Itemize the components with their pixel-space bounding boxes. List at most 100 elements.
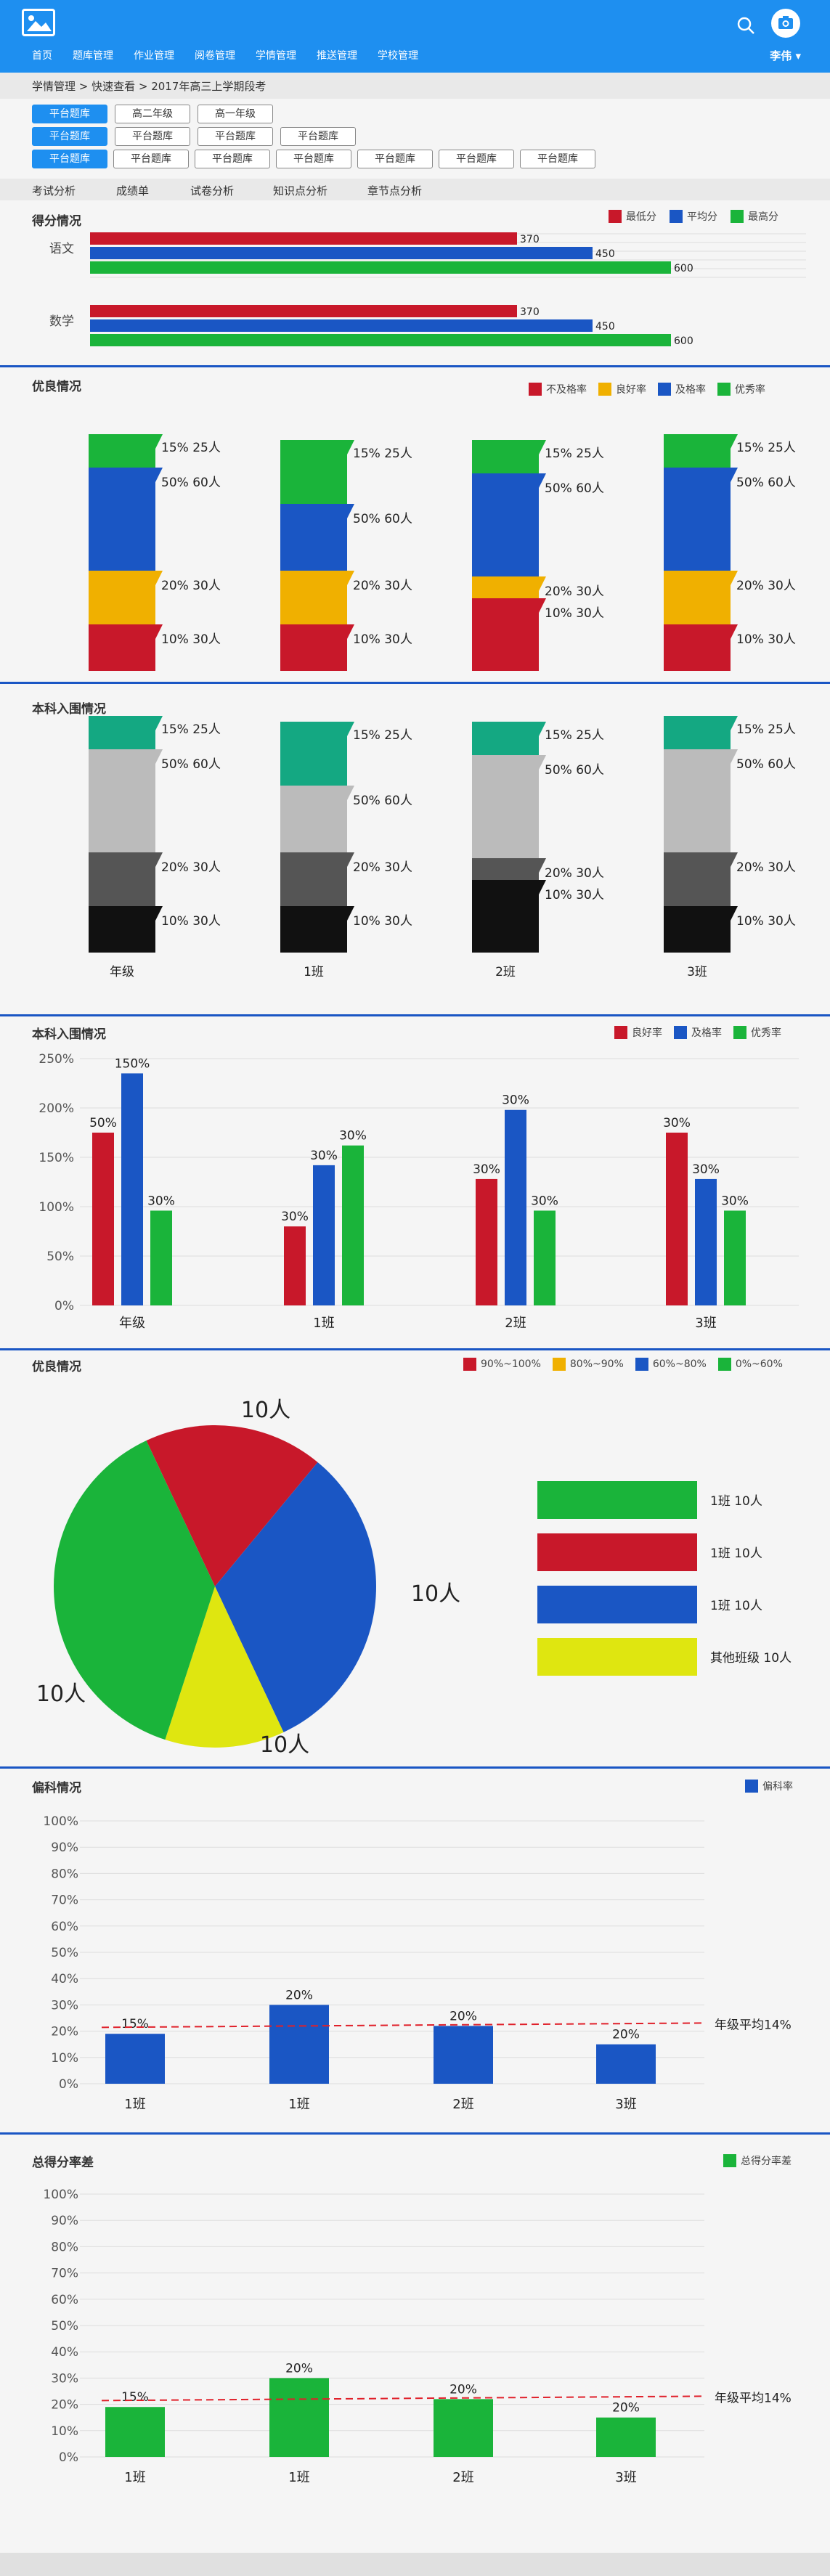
score-bar: [90, 232, 517, 245]
legend-swatch: [717, 1358, 731, 1371]
nav-homework[interactable]: 作业管理: [134, 50, 174, 62]
filter-chip[interactable]: 平台题库: [276, 150, 351, 168]
diff-bar-chart: 0% 10% 20% 30% 40% 50% 60% 70% 80% 90% 100% 15% 1班 20…: [43, 2188, 791, 2485]
filter-chip[interactable]: 平台题库: [32, 150, 107, 168]
stack-segment: [280, 722, 354, 786]
average-line: [101, 2395, 705, 2402]
stack-segment: [664, 624, 738, 671]
stack-label: 20% 30人: [545, 866, 604, 881]
tab-chapter-analysis[interactable]: 章节点分析: [367, 184, 423, 197]
y-tick: 0%: [59, 2450, 78, 2465]
stack-label: 10% 30人: [353, 632, 412, 647]
pie-slice: [215, 1462, 376, 1732]
y-tick: 70%: [51, 2267, 78, 2281]
tab-score-sheet[interactable]: 成绩单: [116, 184, 150, 197]
camera-icon[interactable]: [771, 9, 800, 38]
stack-segment: [472, 440, 546, 473]
subject-label: 数学: [49, 314, 74, 329]
category-label: 3班: [615, 2097, 636, 2112]
quality-section: 优良情况 不及格率 良好率 及格率 优秀率 10% 30人 20% 30人 50% …: [0, 367, 830, 684]
class-swatch: [537, 1638, 697, 1676]
filter-chip[interactable]: 平台题库: [32, 127, 107, 146]
category-label: 1班: [304, 965, 324, 979]
score-value: 600: [674, 335, 693, 347]
bar: [121, 1073, 143, 1305]
pie-slice: [53, 1440, 215, 1740]
score-value: 370: [520, 306, 540, 318]
stack-segment: [89, 716, 163, 749]
class-swatch: [537, 1586, 697, 1623]
nav-school[interactable]: 学校管理: [378, 50, 418, 62]
stack-label: 10% 30人: [161, 914, 221, 929]
filter-chip[interactable]: 平台题库: [115, 127, 190, 146]
bar-label: 15%: [121, 2017, 149, 2031]
y-tick: 10%: [51, 2051, 78, 2066]
enroll-bar-section: 本科入围情况 良好率 及格率 优秀率 0% 50% 100% 150% 200% 250%…: [0, 1016, 830, 1350]
bar: [434, 2026, 493, 2084]
y-tick: 0%: [54, 1299, 74, 1313]
y-tick: 40%: [51, 1972, 78, 1986]
nav-learning[interactable]: 学情管理: [256, 50, 296, 62]
y-tick: 20%: [51, 2398, 78, 2413]
filter-chip[interactable]: 平台题库: [280, 127, 356, 146]
section-title: 优良情况: [32, 380, 81, 394]
stack-segment: [472, 858, 546, 880]
stack-segment: [89, 852, 163, 906]
stack-label: 10% 30人: [353, 914, 412, 929]
stack-segment: [89, 571, 163, 624]
stack-segment: [280, 571, 354, 624]
bar: [505, 1109, 526, 1305]
filter-chip[interactable]: 平台题库: [439, 150, 514, 168]
bar: [596, 2417, 656, 2457]
stack-label: 15% 25人: [736, 441, 796, 455]
search-icon[interactable]: [735, 15, 757, 36]
bar: [105, 2034, 165, 2084]
logo-image-icon[interactable]: [22, 9, 55, 36]
category-label: 3班: [687, 965, 707, 979]
bar-label: 15%: [121, 2390, 149, 2405]
stack-label: 50% 60人: [161, 757, 221, 772]
stack-segment: [280, 624, 354, 671]
top-bar: 首页 题库管理 作业管理 阅卷管理 学情管理 推送管理 学校管理 李伟 ▾: [0, 0, 830, 73]
filter-chip[interactable]: 平台题库: [520, 150, 595, 168]
filter-chip[interactable]: 平台题库: [198, 127, 273, 146]
enroll-section: 本科入围情况 10% 30人 20% 30人 50% 60人 15% 25人 年级 10%…: [0, 684, 830, 1016]
category-label: 年级: [119, 1316, 145, 1331]
filter-chip[interactable]: 平台题库: [32, 105, 107, 123]
tab-paper-analysis[interactable]: 试卷分析: [190, 184, 235, 197]
bar: [313, 1165, 335, 1305]
class-swatch: [537, 1533, 697, 1571]
stack-segment: [472, 880, 546, 953]
y-tick: 100%: [43, 1814, 78, 1829]
enroll-bar-legend: 良好率 及格率 优秀率: [614, 1025, 781, 1040]
stack-segment: [280, 852, 354, 906]
pie-label: 10人: [36, 1682, 86, 1707]
stack-label: 20% 30人: [161, 579, 221, 593]
nav-question-bank[interactable]: 题库管理: [73, 50, 113, 62]
category-label: 1班: [313, 1316, 334, 1331]
stack-label: 15% 25人: [161, 441, 221, 455]
user-menu[interactable]: 李伟 ▾: [770, 49, 801, 62]
legend-swatch: [598, 383, 611, 396]
filter-chip[interactable]: 高一年级: [198, 105, 273, 123]
nav-push[interactable]: 推送管理: [317, 50, 357, 62]
filter-chip[interactable]: 平台题库: [195, 150, 270, 168]
legend-swatch: [731, 210, 744, 223]
filter-chip[interactable]: 平台题库: [113, 150, 189, 168]
filter-chip[interactable]: 平台题库: [357, 150, 433, 168]
bar-label: 30%: [339, 1129, 367, 1144]
bias-section: 偏科情况 偏科率 0% 10% 20% 30% 40% 50% 60% 70% 80% 90% 10…: [0, 1769, 830, 2135]
score-value: 450: [595, 321, 615, 333]
stack-label: 10% 30人: [161, 632, 221, 647]
filter-chip[interactable]: 高二年级: [115, 105, 190, 123]
pie-slice: [146, 1425, 318, 1586]
tab-exam-analysis[interactable]: 考试分析: [32, 184, 76, 197]
tab-knowledge-analysis[interactable]: 知识点分析: [273, 184, 328, 197]
category-label: 1班: [124, 2470, 145, 2485]
category-label: 3班: [695, 1316, 716, 1331]
nav-home[interactable]: 首页: [32, 50, 52, 62]
category-label: 2班: [452, 2470, 473, 2485]
nav-grading[interactable]: 阅卷管理: [195, 50, 235, 62]
stack-label: 20% 30人: [353, 579, 412, 593]
